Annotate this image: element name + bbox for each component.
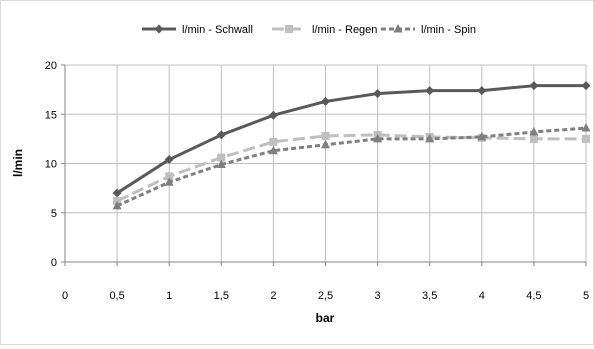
- x-tick-label: 1: [166, 290, 172, 302]
- x-tick-label: 2,5: [318, 290, 333, 302]
- legend-item: l/min - Schwall: [142, 24, 253, 36]
- data-point: [477, 131, 487, 141]
- legend-swatch-marker: [393, 24, 403, 33]
- x-tick-label: 0,5: [109, 290, 124, 302]
- data-point: [529, 126, 539, 136]
- x-tick-label: 5: [583, 290, 589, 302]
- y-axis-title: l/min: [11, 149, 25, 177]
- data-point: [164, 177, 174, 186]
- data-point: [477, 86, 487, 96]
- legend-swatch-marker: [154, 24, 164, 34]
- data-point: [268, 110, 278, 120]
- data-point: [112, 188, 122, 198]
- series-3: [112, 123, 591, 210]
- data-point: [529, 81, 539, 91]
- x-tick-label: 0: [62, 290, 68, 302]
- y-tick-label: 20: [45, 60, 57, 72]
- legend-label: l/min - Schwall: [182, 24, 253, 36]
- line-chart: 0 5 10 15 20 0 0,5 1 1,5 2 2,5 3 3,5 4 4,5 5 l/min - Sc…: [11, 24, 591, 325]
- series-1: [112, 81, 591, 198]
- y-tick-label: 10: [45, 159, 57, 171]
- data-point: [582, 134, 590, 143]
- legend-item: l/min - Spin: [381, 24, 476, 36]
- series-line: [116, 126, 587, 208]
- x-tick-label: 3: [375, 290, 381, 302]
- x-tick-label: 2: [270, 290, 276, 302]
- data-point: [373, 133, 383, 143]
- data-point: [321, 139, 330, 149]
- series-line: [116, 133, 586, 203]
- series-line: [116, 84, 586, 195]
- legend-swatch-marker: [285, 25, 293, 33]
- data-point: [321, 131, 330, 140]
- data-point: [425, 86, 435, 96]
- legend-item: l/min - Regen: [272, 24, 377, 36]
- y-tick-label: 0: [51, 257, 57, 269]
- data-point: [529, 134, 538, 143]
- x-tick-label: 4,5: [526, 290, 541, 302]
- data-point: [373, 89, 383, 99]
- gridlines: [65, 64, 587, 262]
- y-tick-label: 15: [45, 109, 57, 121]
- y-tick-label: 5: [51, 208, 57, 220]
- x-tick-label: 1,5: [214, 290, 229, 302]
- legend-label: l/min - Spin: [421, 24, 476, 36]
- data-point: [581, 81, 591, 91]
- x-tick-label: 4: [479, 290, 485, 302]
- data-point: [581, 123, 591, 132]
- series-lines: [112, 81, 591, 210]
- data-point: [216, 159, 226, 168]
- axes: [61, 64, 587, 266]
- x-axis-title: bar: [316, 311, 335, 325]
- data-point: [269, 137, 278, 146]
- x-tick-label: 3,5: [422, 290, 437, 302]
- data-point: [112, 200, 122, 210]
- data-point: [217, 153, 226, 162]
- data-point: [321, 96, 330, 106]
- data-point: [164, 155, 174, 165]
- legend-label: l/min - Regen: [312, 24, 377, 36]
- legend: l/min - Schwall l/min - Regen l/min - Spin: [142, 24, 476, 36]
- data-point: [425, 133, 435, 143]
- tick-labels: 0 5 10 15 20 0 0,5 1 1,5 2 2,5 3 3,5 4 4,5 5: [45, 60, 589, 302]
- data-point: [165, 172, 174, 181]
- data-point: [216, 130, 226, 140]
- data-point: [268, 145, 278, 155]
